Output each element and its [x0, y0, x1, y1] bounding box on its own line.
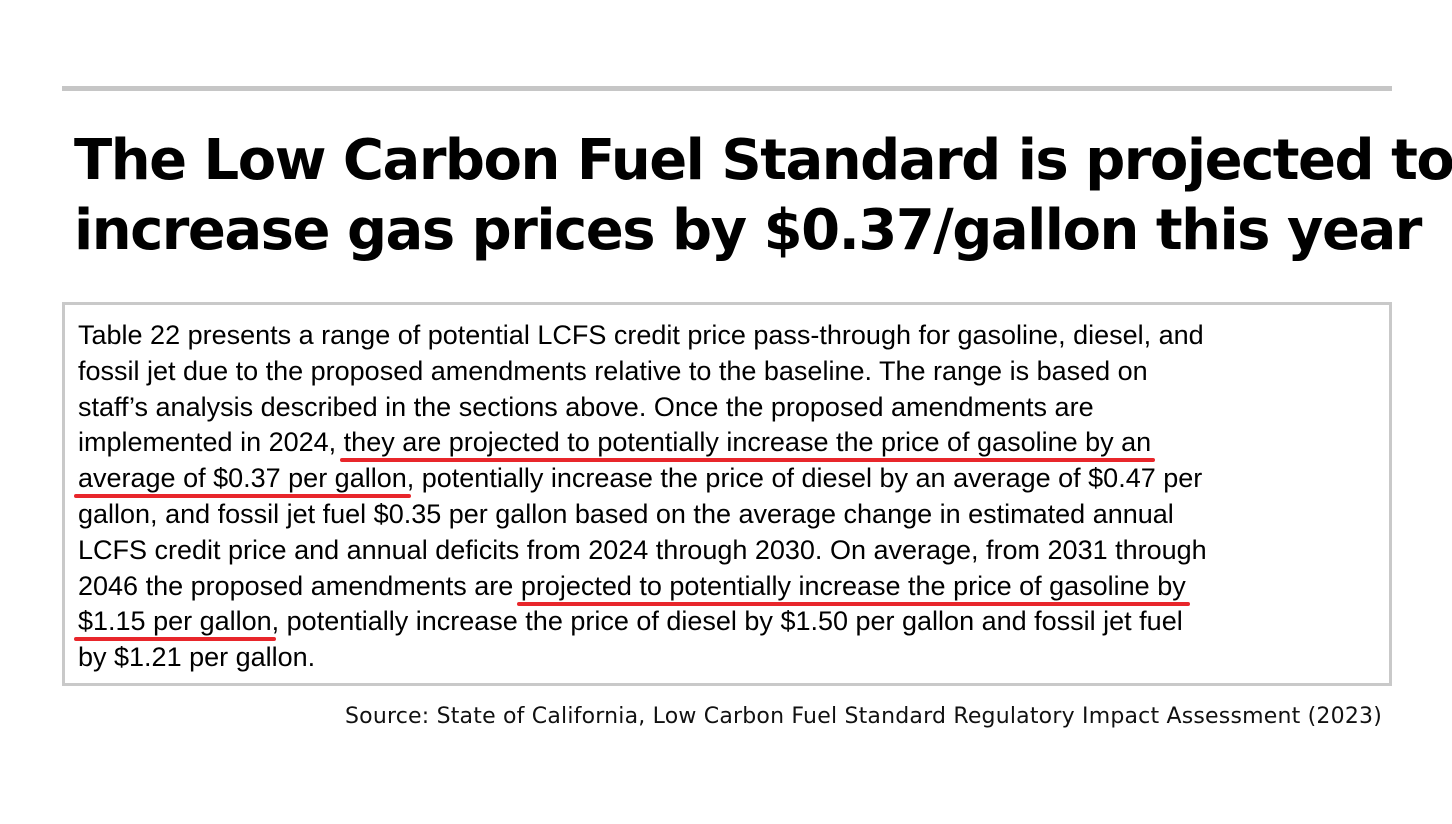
highlighted-text: projected to potentially increase the pr… [520, 570, 1186, 601]
excerpt-line: staff’s analysis described in the sectio… [78, 391, 1094, 422]
source-citation: Source: State of California, Low Carbon … [345, 704, 1382, 729]
headline-line-2: increase gas prices by $0.37/gallon this… [74, 198, 1422, 263]
excerpt-text-segment: , potentially increase the price of dies… [271, 606, 1183, 637]
excerpt-text-segment: 2046 the proposed amendments are [78, 570, 521, 601]
highlighted-text: they are projected to potentially increa… [343, 427, 1152, 458]
top-divider [62, 86, 1392, 91]
highlighted-text: average of $0.37 per gallon [78, 463, 407, 494]
excerpt-text-segment: implemented in 2024, [78, 427, 344, 458]
headline-line-1: The Low Carbon Fuel Standard is projecte… [74, 128, 1452, 193]
excerpt-line: 2046 the proposed amendments are project… [78, 569, 1388, 605]
excerpt-box: Table 22 presents a range of potential L… [62, 302, 1392, 686]
excerpt-line: Table 22 presents a range of potential L… [78, 320, 1204, 350]
highlighted-text: $1.15 per gallon [78, 606, 272, 637]
excerpt-paragraph: Table 22 presents a range of potential L… [78, 318, 1388, 676]
excerpt-line: gallon, and fossil jet fuel $0.35 per ga… [78, 498, 1174, 529]
excerpt-line: fossil jet due to the proposed amendment… [78, 355, 1148, 386]
excerpt-line: LCFS credit price and annual deficits fr… [78, 534, 1207, 565]
excerpt-line: average of $0.37 per gallon, potentially… [78, 461, 1388, 497]
headline: The Low Carbon Fuel Standard is projecte… [74, 126, 1452, 266]
excerpt-line: $1.15 per gallon, potentially increase t… [78, 604, 1388, 640]
excerpt-line: by $1.21 per gallon. [78, 642, 316, 673]
excerpt-text-segment: , potentially increase the price of dies… [406, 463, 1203, 494]
excerpt-line: implemented in 2024, they are projected … [78, 425, 1388, 461]
